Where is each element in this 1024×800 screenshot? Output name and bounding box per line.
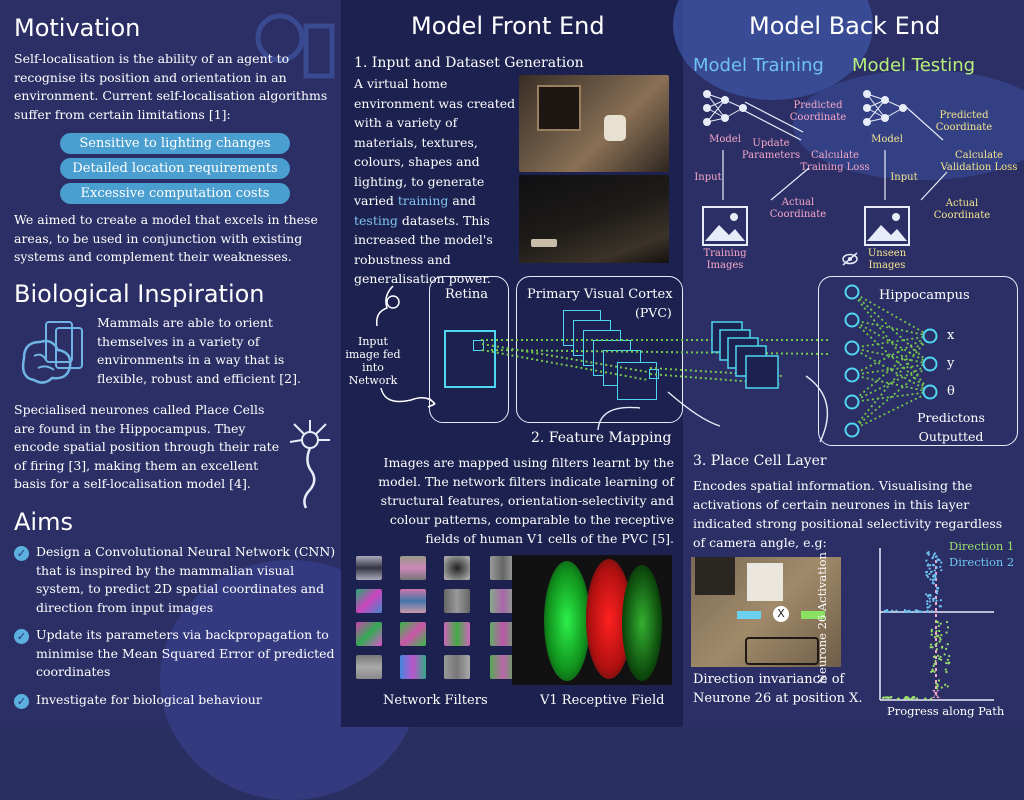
training-predicted-label: Predicted Coordinate: [789, 100, 847, 123]
limitation-pill-2: Detailed location requirements: [60, 158, 290, 179]
unseen-images-label: Unseen Images: [867, 248, 907, 271]
filter: [400, 556, 426, 580]
check-icon: ✓: [14, 546, 29, 561]
testing-image-icon: [864, 206, 910, 246]
testing-word: testing: [354, 212, 398, 228]
position-photo: X: [691, 557, 841, 667]
filters-grid: [356, 556, 531, 686]
chart-xlabel: Progress along Path: [887, 704, 1005, 718]
aims-title: Aims: [14, 508, 73, 536]
retina-patch: [473, 340, 484, 351]
training-image-icon: [702, 206, 748, 246]
bio-text-2: Specialised neurones called Place Cells …: [14, 402, 280, 491]
check-icon: ✓: [14, 694, 29, 709]
testing-actual-label: Actual Coordinate: [933, 198, 991, 221]
input-image-label: Input image fed into Network: [345, 335, 401, 387]
training-calc-label: Calculate Training Loss: [800, 150, 870, 173]
training-update-label: Update Parameters: [741, 138, 801, 161]
photo-caption: Direction invariance of Neurone 26 at po…: [693, 672, 863, 706]
training-actual-label: Actual Coordinate: [769, 197, 827, 220]
testing-input-label: Input: [890, 172, 918, 183]
bio-text-1: Mammals are able to orient themselves in…: [97, 315, 301, 386]
filter: [490, 556, 516, 580]
testing-predicted-label: Predicted Coordinate: [935, 110, 993, 133]
filter: [444, 556, 470, 580]
eye-off-icon: [842, 252, 858, 266]
back-end-title: Model Back End: [749, 12, 941, 40]
feature-map: [617, 362, 657, 400]
output-y: y: [947, 356, 955, 371]
v1-receptive-field: [512, 555, 672, 685]
left-panel: Motivation Self-localisation is the abil…: [0, 0, 420, 800]
filter: [356, 556, 382, 580]
filter: [444, 589, 470, 613]
testing-model-label: Model: [871, 134, 903, 145]
motivation-text: Self-localisation is the ability of an a…: [14, 51, 328, 122]
front-end-title: Model Front End: [411, 12, 605, 40]
training-word: training: [397, 193, 449, 208]
chart-x-marker: X: [932, 688, 940, 701]
step3-title: 3. Place Cell Layer: [693, 453, 827, 469]
step1-title: 1. Input and Dataset Generation: [354, 55, 584, 71]
filter: [444, 622, 470, 646]
chart-ylabel: Neurone 26 Activation: [815, 552, 829, 684]
decor-blob: [793, 70, 1024, 180]
filters-caption: Network Filters: [383, 693, 488, 708]
filter: [400, 622, 426, 646]
decor-icon: [255, 13, 335, 79]
output-x: x: [947, 328, 955, 343]
pvc-abbr: (PVC): [635, 305, 672, 320]
filter: [356, 622, 382, 646]
filter: [490, 655, 516, 679]
render-image-1: [519, 75, 669, 172]
aim-item-1: Design a Convolutional Neural Network (C…: [36, 544, 336, 615]
step2-text: Images are mapped using filters learnt b…: [378, 455, 674, 546]
filter: [400, 655, 426, 679]
filter: [356, 655, 382, 679]
front-end-panel: Model Front End 1. Input and Dataset Gen…: [341, 0, 683, 727]
hippocampus-box: [818, 276, 1018, 446]
testing-title: Model Testing: [852, 55, 976, 76]
motivation-aim-text: We aimed to create a model that excels i…: [14, 212, 318, 264]
hippocampus-label: Hippocampus: [879, 288, 970, 303]
limitation-pill-1: Sensitive to lighting changes: [60, 133, 290, 154]
check-icon: ✓: [14, 629, 29, 644]
training-model-label: Model: [709, 134, 741, 145]
step1-text: A virtual home environment was created w…: [354, 76, 516, 286]
testing-flow-arrows: [884, 105, 948, 201]
neurone-icon: [289, 420, 330, 509]
step3-text: Encodes spatial information. Visualising…: [693, 478, 1003, 550]
filter: [490, 622, 516, 646]
aim-item-2: Update its parameters via backpropagatio…: [36, 627, 335, 679]
pvc-title: Primary Visual Cortex: [527, 287, 673, 302]
motivation-title: Motivation: [14, 14, 141, 42]
legend-direction-1: Direction 1: [949, 539, 1015, 553]
brain-icon: [21, 321, 83, 384]
limitation-pill-3: Excessive computation costs: [60, 183, 290, 204]
step2-title: 2. Feature Mapping: [531, 430, 672, 446]
filter: [400, 589, 426, 613]
output-theta: θ: [947, 384, 955, 399]
training-flow-arrows: [722, 101, 810, 201]
testing-network-icon: [863, 90, 907, 126]
render-image-2: [519, 175, 669, 263]
aim-item-3: Investigate for biological behaviour: [36, 692, 262, 707]
training-title: Model Training: [693, 55, 824, 76]
filter: [444, 655, 470, 679]
filter: [356, 589, 382, 613]
retina-label: Retina: [445, 287, 488, 302]
training-images-label: Training Images: [703, 248, 747, 271]
feature-patch: [649, 369, 659, 379]
bio-title: Biological Inspiration: [14, 280, 265, 308]
training-network-icon: [703, 90, 747, 126]
testing-calc-label: Calculate Validation Loss: [940, 150, 1018, 173]
position-marker: X: [773, 606, 789, 622]
predictions-label: Predictons Outputted: [917, 410, 985, 444]
training-input-label: Input: [694, 172, 722, 183]
v1-caption: V1 Receptive Field: [540, 693, 665, 708]
filter: [490, 589, 516, 613]
retina-square: [444, 330, 496, 388]
back-end-panel: Model Back End Model Training Model Test…: [673, 0, 1024, 727]
legend-direction-2: Direction 2: [949, 555, 1015, 569]
